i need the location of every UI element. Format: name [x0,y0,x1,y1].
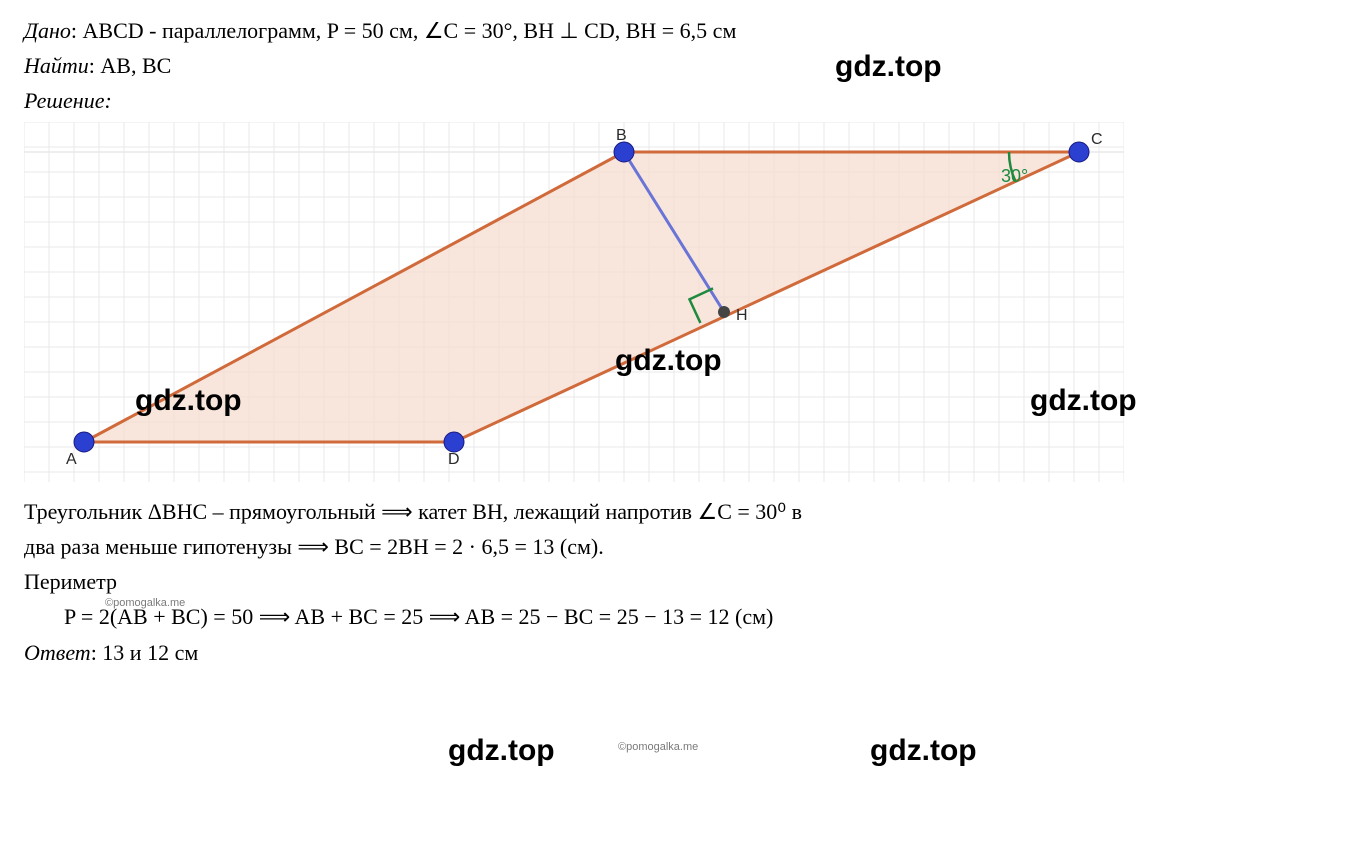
svg-text:B: B [616,127,627,144]
find-label: Найти [24,53,89,78]
watermark-big: gdz.top [448,730,555,772]
parallelogram-figure: 30° A D B C H [24,122,1124,482]
answer-label: Ответ [24,640,91,665]
answer-text: : 13 и 12 см [91,640,199,665]
proof-line-1: Треугольник ΔBHC – прямоугольный ⟹ катет… [24,497,1333,528]
watermark-big: gdz.top [870,730,977,772]
find-text: : AB, BC [89,53,172,78]
watermark-small: ©pomogalka.me [618,740,698,755]
perimeter-label: Периметр [24,567,1333,598]
svg-text:H: H [736,307,748,324]
given-label: Дано [24,18,71,43]
svg-text:D: D [448,451,460,468]
svg-text:30°: 30° [1001,166,1028,186]
given-line: Дано: ABCD - параллелограмм, P = 50 см, … [24,16,1333,47]
perimeter-line: P = 2(AB + BC) = 50 ⟹ AB + BC = 25 ⟹ AB … [24,602,1333,633]
given-text: : ABCD - параллелограмм, P = 50 см, ∠C =… [71,18,736,43]
proof-line-2: два раза меньше гипотенузы ⟹ BC = 2BH = … [24,532,1333,563]
svg-text:C: C [1091,131,1103,148]
solution-label: Решение: [24,86,1333,117]
figure-container: 30° A D B C H [24,122,1333,491]
svg-text:A: A [66,451,77,468]
find-line: Найти: AB, BC [24,51,1333,82]
answer-line: Ответ: 13 и 12 см [24,638,1333,669]
